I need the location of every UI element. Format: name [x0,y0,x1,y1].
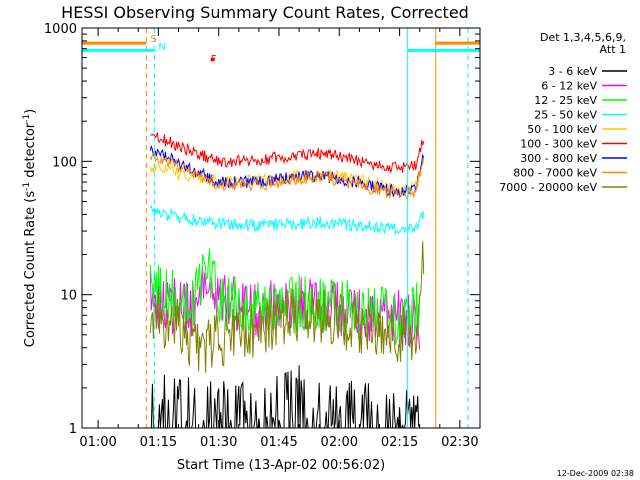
x-axis: 01:00 01:15 01:30 01:45 02:00 02:15 02:30 [79,28,479,450]
series-line [149,241,425,373]
series-5 [150,132,425,173]
chart-title: HESSI Observing Summary Count Rates, Cor… [61,3,469,22]
x-axis-label: Start Time (13-Apr-02 00:56:02) [177,458,385,473]
x-tick-label: 01:15 [140,435,177,450]
legend-header-line1: Det 1,3,4,5,6,9, [540,31,626,44]
state-flag-label: N [158,42,165,53]
series-line [150,365,421,429]
plot-frame [81,27,481,429]
y-axis-label-end: ) [23,109,38,114]
legend-label: 6 - 12 keV [541,80,597,93]
x-tick-label: 02:15 [381,435,418,450]
series-layer [149,132,425,429]
series-line [149,204,425,236]
x-tick-label: 02:30 [441,435,478,450]
y-tick-label: 100 [52,155,77,170]
legend-label: 300 - 800 keV [520,152,597,165]
legend-label: 12 - 25 keV [534,94,597,107]
series-line [149,266,421,350]
y-axis-label-main: Corrected Count Rate (s [23,191,38,348]
legend-label: 100 - 300 keV [520,138,597,151]
legend-label: 3 - 6 keV [548,65,597,78]
state-flag-label: S [150,34,156,45]
y-axis-label-exp1: -1 [22,182,32,191]
y-axis-label-exp2: -1 [22,114,32,123]
series-line [150,132,425,173]
series-line [149,150,425,201]
y-axis-label-mid: detector [23,122,38,182]
legend-label: 800 - 7000 keV [513,167,597,180]
legend-label: 7000 - 20000 keV [499,181,597,194]
y-axis: 1 10 100 1000 [44,22,480,437]
y-tick-label: 1000 [44,22,77,37]
x-tick-label: 01:00 [79,435,116,450]
series-2 [149,248,421,345]
series-line [149,248,421,345]
state-flag-label: F [211,54,217,65]
series-3 [149,204,425,236]
x-tick-label: 01:30 [200,435,237,450]
y-tick-label: 10 [60,289,77,304]
x-tick-label: 02:00 [321,435,358,450]
series-0 [150,365,421,429]
series-1 [149,266,421,350]
y-axis-label: Corrected Count Rate (s-1 detector-1) [22,109,38,347]
y-tick-label: 1 [69,422,77,437]
footer-date: 12-Dec-2009 02:38 [557,469,634,478]
legend-label: 25 - 50 keV [534,109,597,122]
legend-header-line2: Att 1 [600,43,626,56]
series-8 [149,241,425,373]
series-7 [149,150,425,201]
legend: Det 1,3,4,5,6,9, Att 1 3 - 6 keV 6 - 12 k… [499,31,627,194]
legend-label: 50 - 100 keV [527,123,597,136]
x-tick-label: 01:45 [260,435,297,450]
annotations-layer: SN F [82,28,480,428]
